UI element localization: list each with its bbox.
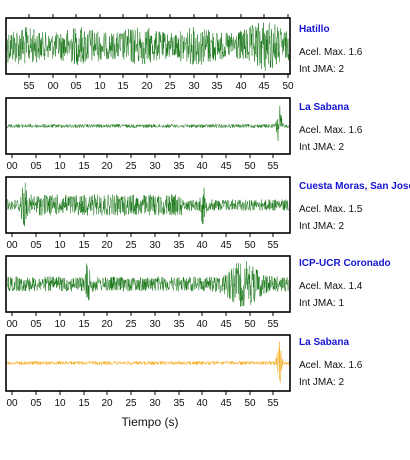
x-tick-label: 05 [30, 319, 42, 330]
panel-frame [5, 17, 291, 75]
waveform-series [6, 22, 290, 71]
x-tick-label: 15 [78, 161, 90, 172]
station-name: Hatillo [299, 24, 330, 35]
x-tick-label: 30 [188, 81, 200, 92]
panel-frame [5, 255, 291, 313]
x-tick-label: 20 [101, 398, 113, 409]
jma-intensity: Int JMA: 2 [299, 142, 345, 153]
max-acceleration: Acel. Max. 1.6 [299, 47, 363, 58]
x-tick-label: 20 [101, 161, 113, 172]
x-tick-label: 00 [6, 398, 18, 409]
station-name: Cuesta Moras, San Jose [299, 181, 410, 192]
x-tick-label: 55 [267, 319, 279, 330]
panel-2: 00 05 10 15 20 25 30 35 40 45 50 55 [5, 97, 291, 172]
panel-frame [5, 176, 291, 234]
x-tick-label: 40 [196, 161, 208, 172]
x-tick-label: 55 [267, 161, 279, 172]
x-tick-label: 25 [125, 240, 137, 251]
panel-3-info: Cuesta Moras, San Jose Acel. Max. 1.5 In… [299, 181, 410, 232]
x-tick-label: 15 [78, 319, 90, 330]
panel-2-info: La Sabana Acel. Max. 1.6 Int JMA: 2 [299, 102, 362, 153]
x-tick-label: 05 [70, 81, 82, 92]
max-acceleration: Acel. Max. 1.6 [299, 125, 363, 136]
x-tick-label: 50 [244, 161, 256, 172]
panel-5-info: La Sabana Acel. Max. 1.6 Int JMA: 2 [299, 337, 362, 388]
jma-intensity: Int JMA: 2 [299, 377, 345, 388]
x-tick-label: 00 [47, 81, 59, 92]
x-tick-label: 55 [267, 240, 279, 251]
x-tick-label: 00 [6, 240, 18, 251]
x-tick-label: 55 [23, 81, 35, 92]
x-tick-label: 10 [54, 319, 66, 330]
x-tick-label: 45 [220, 161, 232, 172]
x-tick-label: 15 [117, 81, 129, 92]
x-tick-label: 00 [6, 319, 18, 330]
panel-4: 00 05 10 15 20 25 30 35 40 45 50 55 [5, 255, 291, 330]
x-tick-label: 30 [149, 161, 161, 172]
waveform-series [6, 261, 290, 307]
x-tick-label: 20 [101, 319, 113, 330]
max-acceleration: Acel. Max. 1.4 [299, 281, 363, 292]
x-tick-label: 45 [220, 398, 232, 409]
x-tick-label: 00 [6, 161, 18, 172]
x-tick-label: 40 [196, 319, 208, 330]
max-acceleration: Acel. Max. 1.5 [299, 204, 363, 215]
waveform-series [6, 105, 290, 141]
x-tick-label: 05 [30, 161, 42, 172]
station-name: La Sabana [299, 102, 350, 113]
x-tick-label: 10 [54, 398, 66, 409]
x-tick-label: 35 [173, 161, 185, 172]
x-tick-label: 25 [125, 161, 137, 172]
x-tick-label: 05 [30, 398, 42, 409]
waveform-series [6, 182, 290, 227]
panel-4-info: ICP-UCR Coronado Acel. Max. 1.4 Int JMA:… [299, 258, 391, 309]
x-tick-label: 35 [173, 319, 185, 330]
x-tick-label: 45 [220, 319, 232, 330]
x-tick-label: 35 [173, 240, 185, 251]
jma-intensity: Int JMA: 1 [299, 298, 345, 309]
x-tick-label: 10 [94, 81, 106, 92]
x-tick-label: 45 [258, 81, 270, 92]
panel-3: 00 05 10 15 20 25 30 35 40 45 50 55 [5, 176, 291, 251]
x-tick-label: 40 [196, 398, 208, 409]
waveform-series [6, 341, 290, 383]
x-tick-label: 25 [125, 398, 137, 409]
station-name: La Sabana [299, 337, 350, 348]
x-tick-label: 50 [244, 319, 256, 330]
x-tick-label: 50 [244, 398, 256, 409]
x-tick-label: 10 [54, 240, 66, 251]
x-tick-label: 30 [149, 319, 161, 330]
x-tick-label: 35 [211, 81, 223, 92]
max-acceleration: Acel. Max. 1.6 [299, 360, 363, 371]
x-tick-label: 40 [235, 81, 247, 92]
panel-5: 00 05 10 15 20 25 30 35 40 45 50 55 [5, 334, 291, 409]
x-tick-label: 30 [149, 398, 161, 409]
panel-frame [5, 97, 291, 155]
jma-intensity: Int JMA: 2 [299, 64, 345, 75]
x-tick-label: 30 [149, 240, 161, 251]
panel-1-info: Hatillo Acel. Max. 1.6 Int JMA: 2 [299, 24, 362, 75]
panel-1: 55 00 05 10 15 20 25 30 35 40 45 50 [5, 14, 294, 92]
x-tick-label: 50 [244, 240, 256, 251]
x-axis-label: Tiempo (s) [121, 415, 179, 429]
x-tick-label: 50 [282, 81, 294, 92]
x-tick-label: 45 [220, 240, 232, 251]
x-tick-label: 35 [173, 398, 185, 409]
x-tick-label: 10 [54, 161, 66, 172]
panel-frame [5, 334, 291, 392]
jma-intensity: Int JMA: 2 [299, 221, 345, 232]
x-tick-label: 15 [78, 398, 90, 409]
x-tick-label: 40 [196, 240, 208, 251]
x-tick-label: 20 [101, 240, 113, 251]
x-tick-label: 25 [164, 81, 176, 92]
x-tick-label: 05 [30, 240, 42, 251]
x-tick-label: 55 [267, 398, 279, 409]
x-tick-label: 15 [78, 240, 90, 251]
x-tick-label: 20 [141, 81, 153, 92]
station-name: ICP-UCR Coronado [299, 258, 391, 269]
x-tick-label: 25 [125, 319, 137, 330]
